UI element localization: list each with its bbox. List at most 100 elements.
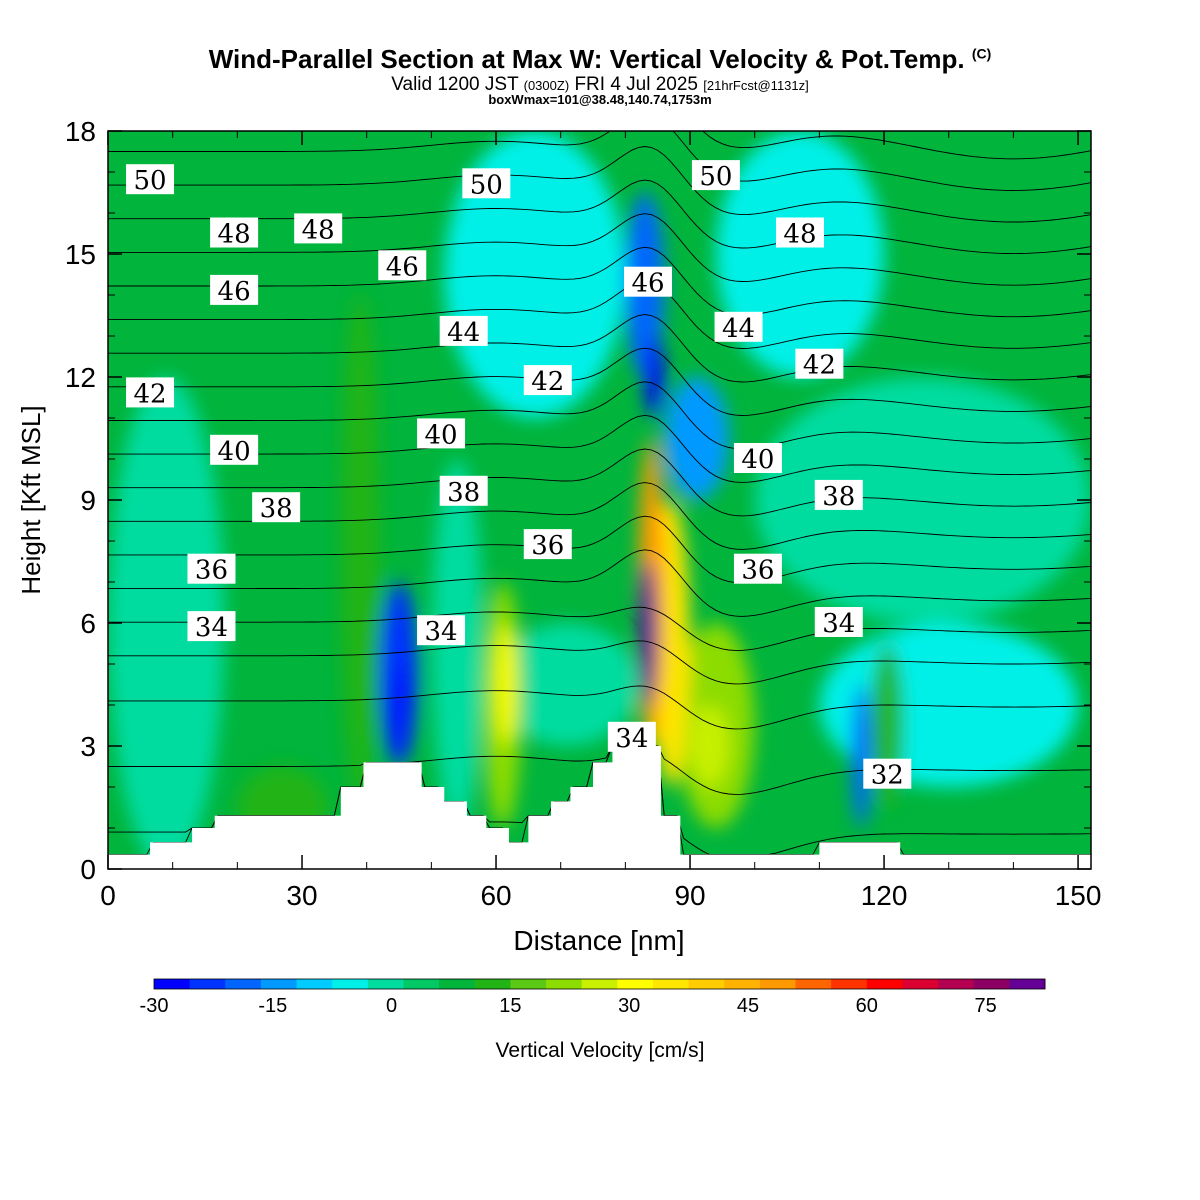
theta-contour-label: 38 xyxy=(439,475,488,508)
theta-label-box xyxy=(378,250,427,281)
theta-contour-label: 46 xyxy=(210,274,259,307)
theta-label-box xyxy=(210,434,259,465)
theta-contour-line xyxy=(108,685,1091,730)
theta-label-box xyxy=(523,365,572,396)
theta-label-text: 48 xyxy=(218,220,251,250)
colorbar: -30 -15 0 15 30 45 60 75 xyxy=(140,978,1046,1017)
x-tick-label: 0 xyxy=(100,880,116,911)
theta-label-box xyxy=(417,615,466,646)
colorbar-swatch xyxy=(831,979,868,989)
theta-label-text: 50 xyxy=(699,162,732,192)
theta-label-text: 50 xyxy=(133,166,166,196)
velocity-cell xyxy=(392,664,406,755)
theta-label-box xyxy=(624,266,673,297)
theta-label-text: 46 xyxy=(218,277,251,307)
theta-label-box xyxy=(439,475,488,506)
theta-contour-label: 38 xyxy=(252,492,301,524)
velocity-cell xyxy=(496,623,516,746)
theta-label-box xyxy=(733,443,782,473)
theta-label-box xyxy=(607,721,656,752)
potential-temperature-contours xyxy=(108,12,1091,856)
colorbar-swatch xyxy=(1009,979,1046,989)
colorbar-swatch xyxy=(225,979,262,989)
theta-contour-line xyxy=(108,12,1091,96)
velocity-cell xyxy=(851,684,872,828)
colorbar-swatch xyxy=(546,979,583,989)
theta-contour-line xyxy=(108,46,1091,128)
colorbar-swatch xyxy=(759,979,797,989)
colorbar-swatch xyxy=(652,979,690,989)
y-tick-label: 12 xyxy=(65,362,96,393)
theta-label-text: 46 xyxy=(386,252,419,282)
theta-label-text: 34 xyxy=(822,609,855,639)
theta-contour-label: 36 xyxy=(187,553,236,586)
theta-contour-line xyxy=(108,606,1091,651)
velocity-cell xyxy=(754,377,1091,623)
theta-label-box xyxy=(462,168,511,199)
theta-contour-label: 34 xyxy=(607,721,656,754)
colorbar-tick-label: 45 xyxy=(737,995,759,1017)
y-tick-label: 15 xyxy=(65,239,96,270)
velocity-cell xyxy=(496,623,639,746)
forecast-info: [21hrFcst@1131z] xyxy=(703,78,809,93)
x-axis-label: Distance [nm] xyxy=(513,925,684,956)
velocity-cell xyxy=(340,295,380,808)
colorbar-tick-label: 60 xyxy=(856,995,878,1017)
theta-contour-label: 46 xyxy=(624,266,673,299)
terrain-profile xyxy=(108,746,1091,869)
x-tick-label: 30 xyxy=(286,880,317,911)
theta-contour-line xyxy=(108,131,1091,191)
theta-label-text: 42 xyxy=(531,367,564,397)
colorbar-swatch xyxy=(938,979,975,989)
colorbar-border xyxy=(153,978,1046,990)
theta-label-box xyxy=(126,377,175,408)
theta-label-text: 40 xyxy=(741,445,774,475)
theta-contour-label: 36 xyxy=(523,529,572,561)
theta-label-box xyxy=(523,529,572,560)
theta-contour-label: 44 xyxy=(714,311,763,344)
colorbar-swatch xyxy=(154,979,191,989)
theta-contour-line xyxy=(108,515,1091,584)
theta-contour-label: 46 xyxy=(378,250,427,282)
theta-label-box xyxy=(775,217,824,248)
theta-label-text: 44 xyxy=(447,318,480,348)
colorbar-swatch xyxy=(510,979,547,989)
valid-date: FRI 4 Jul 2025 xyxy=(574,74,699,95)
theta-label-box xyxy=(252,492,301,523)
theta-label-text: 48 xyxy=(783,220,816,250)
y-tick-label: 18 xyxy=(65,116,96,147)
theta-contour-line xyxy=(108,146,1091,223)
theta-label-text: 36 xyxy=(531,531,564,561)
theta-label-text: 50 xyxy=(470,170,503,200)
theta-contour-label: 50 xyxy=(462,168,511,200)
velocity-cell xyxy=(664,377,729,500)
theta-label-text: 44 xyxy=(722,314,755,344)
theta-contour-line xyxy=(702,131,1091,160)
theta-label-text: 46 xyxy=(631,269,664,299)
theta-label-box xyxy=(714,311,763,342)
theta-contour-line xyxy=(108,280,1091,349)
theta-contour-label: 48 xyxy=(775,217,824,250)
colorbar-swatch xyxy=(189,979,226,989)
theta-contour-label: 50 xyxy=(126,164,175,196)
theta-label-box xyxy=(733,553,782,584)
contour-labels: 50 50 50 48 48 48 46 46 46 44 44 42 42 42 40 40 40 38 38 38… xyxy=(126,160,912,791)
theta-contour-line xyxy=(108,213,1091,286)
theta-contour-line xyxy=(108,640,1091,685)
y-tick-label: 0 xyxy=(80,854,96,885)
theta-contour-label: 48 xyxy=(210,217,259,250)
y-tick-label: 6 xyxy=(80,608,96,639)
theta-label-text: 40 xyxy=(218,437,251,467)
theta-contour-label: 42 xyxy=(126,377,175,409)
theta-contour-label: 48 xyxy=(294,213,343,245)
theta-contour-label: 42 xyxy=(523,365,572,397)
y-tick-label: 9 xyxy=(80,485,96,516)
theta-label-box xyxy=(439,315,488,346)
theta-label-box xyxy=(126,164,175,195)
theta-label-text: 40 xyxy=(425,420,458,450)
colorbar-swatch xyxy=(617,979,654,989)
theta-label-text: 34 xyxy=(615,724,648,754)
terrain xyxy=(108,746,1091,869)
colorbar-swatch xyxy=(474,979,511,989)
